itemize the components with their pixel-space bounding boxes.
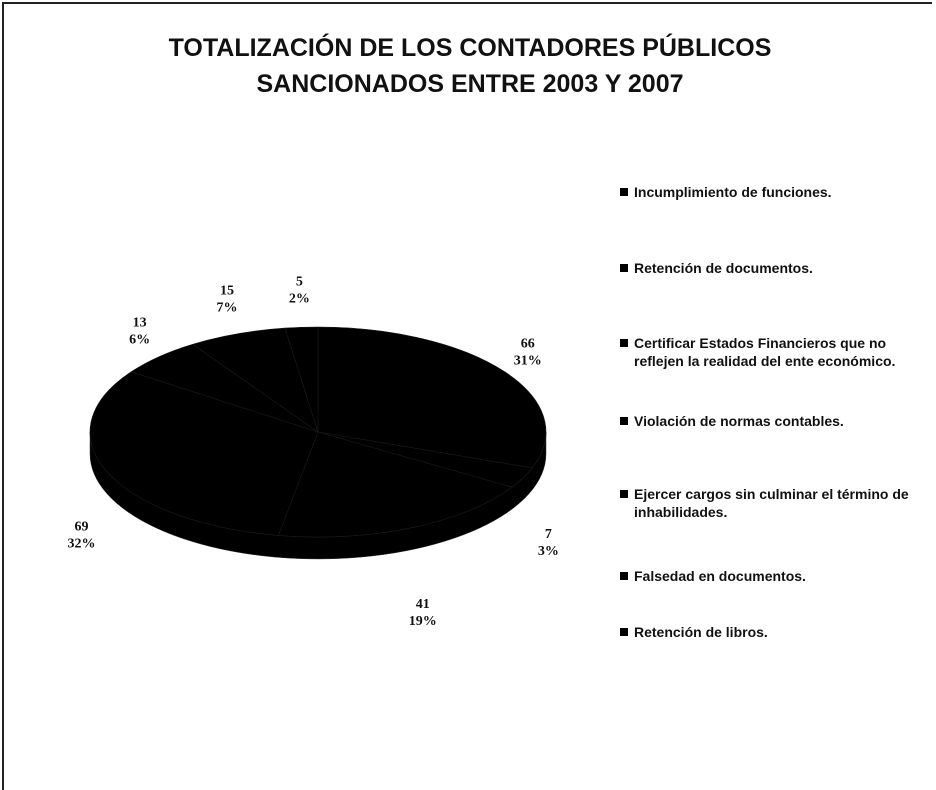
legend-label: Certificar Estados Financieros que no re… xyxy=(634,335,896,369)
legend-swatch xyxy=(620,572,628,580)
data-label: 5 xyxy=(296,274,303,289)
percent-label: 6% xyxy=(129,333,150,348)
data-label: 69 xyxy=(74,519,88,534)
legend-label: Retención de libros. xyxy=(634,624,768,640)
legend-label: Retención de documentos. xyxy=(634,260,813,276)
percent-label: 19% xyxy=(409,614,437,629)
legend-item: Violación de normas contables. xyxy=(620,412,920,430)
pie-slice xyxy=(317,326,547,469)
legend-swatch xyxy=(620,417,628,425)
pie-slice xyxy=(277,431,513,538)
legend-item: Certificar Estados Financieros que no re… xyxy=(620,334,920,370)
data-label: 66 xyxy=(521,337,535,352)
data-label: 13 xyxy=(133,316,147,331)
percent-label: 7% xyxy=(216,301,237,316)
pie-slice xyxy=(284,326,319,433)
legend-label: Ejercer cargos sin culminar el término d… xyxy=(634,486,909,520)
legend-item: Retención de documentos. xyxy=(620,259,920,277)
legend-swatch xyxy=(620,490,628,498)
data-label: 41 xyxy=(416,597,430,612)
legend-item: Retención de libros. xyxy=(620,623,920,641)
legend-item: Ejercer cargos sin culminar el término d… xyxy=(620,485,920,521)
legend-label: Incumplimiento de funciones. xyxy=(634,184,832,200)
legend-swatch xyxy=(620,339,628,347)
percent-label: 3% xyxy=(538,544,559,559)
percent-label: 31% xyxy=(514,354,542,369)
pie-slice xyxy=(89,371,319,536)
data-label: 7 xyxy=(545,527,552,542)
legend-label: Falsedad en documentos. xyxy=(634,568,806,584)
chart-title: TOTALIZACIÓN DE LOS CONTADORES PÚBLICOS … xyxy=(168,34,772,98)
data-label: 15 xyxy=(220,284,234,299)
legend-swatch xyxy=(620,188,628,196)
legend-item: Incumplimiento de funciones. xyxy=(620,183,920,201)
legend-item: Falsedad en documentos. xyxy=(620,567,920,585)
legend-swatch xyxy=(620,628,628,636)
legend-swatch xyxy=(620,264,628,272)
percent-label: 32% xyxy=(67,536,95,551)
legend-label: Violación de normas contables. xyxy=(634,413,844,429)
percent-label: 2% xyxy=(289,291,310,306)
